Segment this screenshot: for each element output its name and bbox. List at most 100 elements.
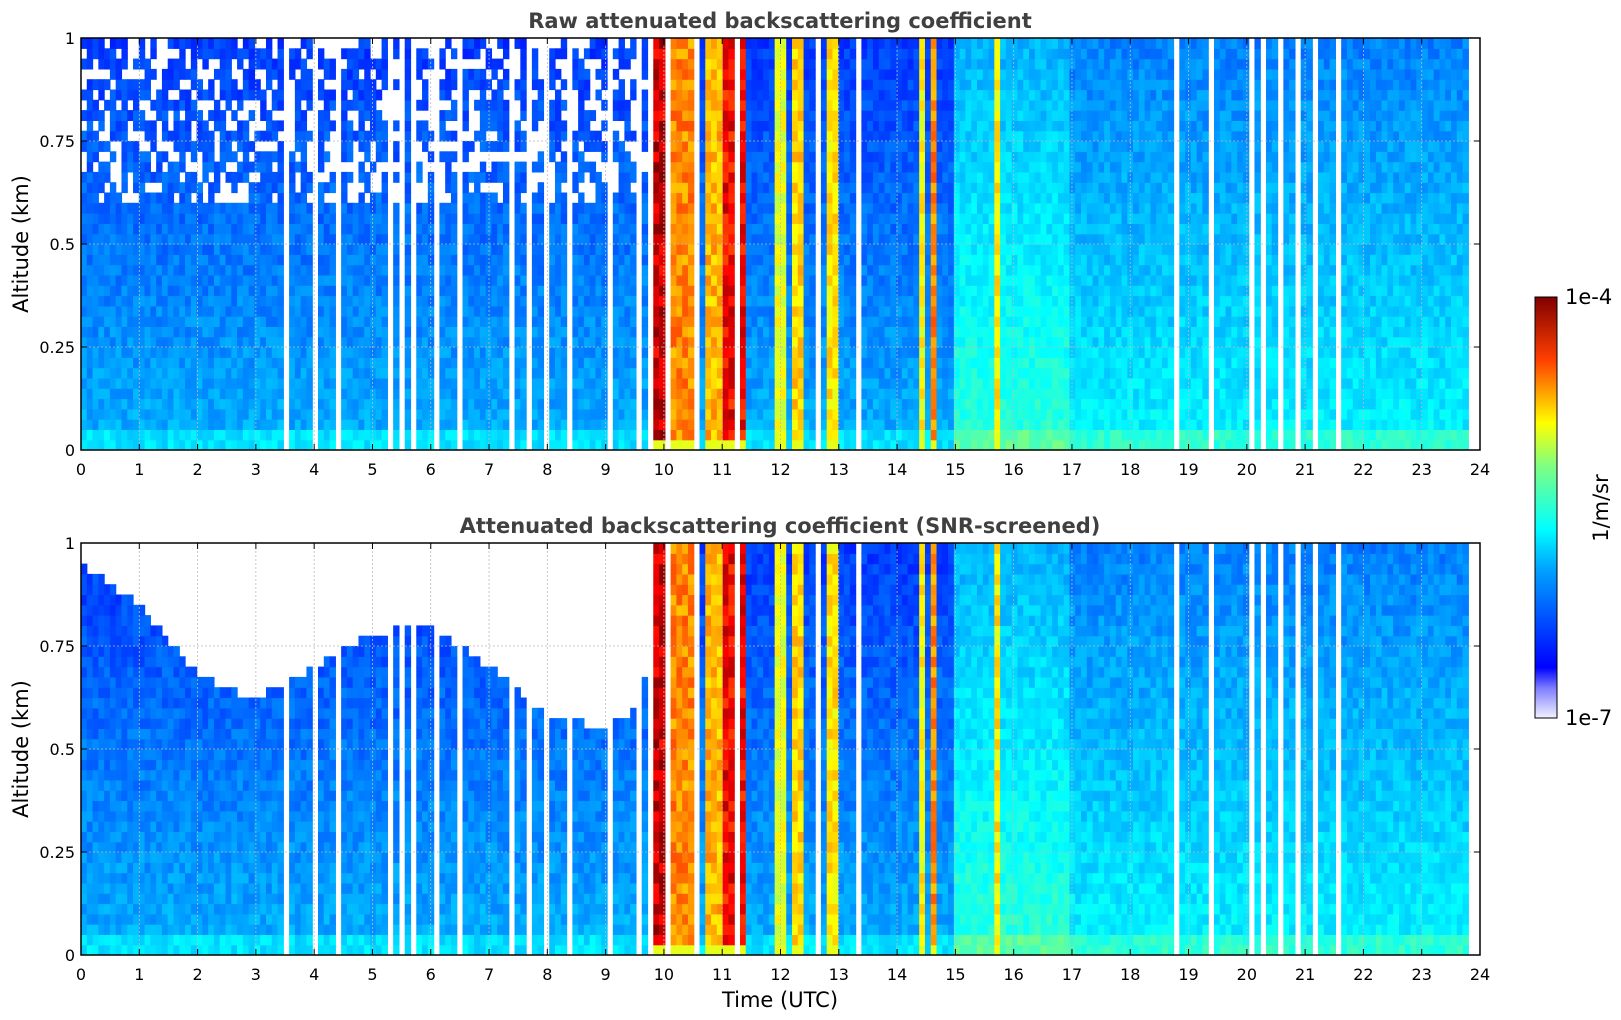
heatmap-cell bbox=[803, 244, 810, 255]
heatmap-cell bbox=[462, 274, 469, 286]
heatmap-cell bbox=[965, 223, 972, 235]
heatmap-cell bbox=[265, 213, 273, 224]
heatmap-cell bbox=[271, 305, 279, 317]
heatmap-cell bbox=[919, 213, 926, 224]
heatmap-cell bbox=[832, 419, 839, 430]
heatmap-cell bbox=[416, 213, 423, 224]
heatmap-cell bbox=[901, 388, 909, 400]
heatmap-cell bbox=[682, 244, 689, 255]
heatmap-cell bbox=[890, 357, 897, 369]
heatmap-cell bbox=[520, 171, 527, 183]
heatmap-cell bbox=[583, 357, 591, 369]
heatmap-cell bbox=[150, 171, 157, 183]
heatmap-cell bbox=[832, 68, 839, 80]
heatmap-cell bbox=[358, 429, 365, 441]
heatmap-cell bbox=[185, 130, 192, 142]
heatmap-cell bbox=[138, 223, 146, 235]
heatmap-cell bbox=[127, 254, 134, 266]
heatmap-cell bbox=[514, 347, 521, 358]
heatmap-cell bbox=[630, 367, 637, 379]
heatmap-cell bbox=[300, 58, 308, 70]
heatmap-cell bbox=[173, 161, 180, 173]
heatmap-cell bbox=[225, 398, 232, 410]
heatmap-cell bbox=[601, 336, 608, 348]
heatmap-cell bbox=[364, 99, 371, 111]
heatmap-cell bbox=[560, 38, 568, 49]
heatmap-cell bbox=[872, 367, 880, 379]
heatmap-cell bbox=[173, 377, 180, 389]
heatmap-cell bbox=[109, 151, 117, 163]
heatmap-cell bbox=[653, 439, 660, 450]
heatmap-cell bbox=[711, 182, 718, 194]
heatmap-cell bbox=[375, 254, 383, 266]
heatmap-cell bbox=[803, 110, 810, 121]
heatmap-cell bbox=[849, 285, 857, 297]
heatmap-cell bbox=[641, 202, 649, 214]
heatmap-cell bbox=[422, 120, 429, 132]
heatmap-cell bbox=[792, 68, 799, 80]
heatmap-cell bbox=[792, 439, 799, 450]
heatmap-cell bbox=[115, 419, 123, 430]
heatmap-cell bbox=[844, 305, 851, 317]
heatmap-cell bbox=[271, 264, 279, 276]
heatmap-cell bbox=[849, 202, 857, 214]
heatmap-cell bbox=[161, 429, 169, 441]
heatmap-cell bbox=[867, 398, 874, 410]
heatmap-cell bbox=[225, 377, 232, 389]
heatmap-cell bbox=[982, 419, 990, 430]
heatmap-cell bbox=[393, 79, 400, 91]
heatmap-cell bbox=[959, 295, 967, 307]
heatmap-cell bbox=[474, 192, 481, 204]
heatmap-cell bbox=[329, 326, 336, 338]
heatmap-cell bbox=[699, 99, 706, 111]
heatmap-cell bbox=[306, 316, 313, 327]
heatmap-cell bbox=[901, 120, 909, 132]
heatmap-cell bbox=[965, 295, 972, 307]
heatmap-cell bbox=[578, 295, 585, 307]
heatmap-cell bbox=[161, 223, 169, 235]
heatmap-cell bbox=[844, 48, 851, 60]
heatmap-cell bbox=[237, 48, 244, 60]
heatmap-cell bbox=[352, 408, 360, 420]
heatmap-cell bbox=[329, 233, 336, 245]
heatmap-cell bbox=[329, 120, 336, 132]
heatmap-cell bbox=[81, 213, 88, 224]
heatmap-cell bbox=[98, 326, 105, 338]
heatmap-cell bbox=[890, 439, 897, 450]
heatmap-cell bbox=[948, 398, 955, 410]
heatmap-cell bbox=[872, 439, 880, 450]
heatmap-cell bbox=[659, 408, 666, 420]
heatmap-cell bbox=[341, 213, 348, 224]
heatmap-cell bbox=[872, 377, 880, 389]
heatmap-cell bbox=[202, 120, 209, 132]
heatmap-cell bbox=[826, 48, 834, 60]
heatmap-cell bbox=[820, 398, 828, 410]
heatmap-cell bbox=[896, 79, 903, 91]
heatmap-cell bbox=[364, 388, 371, 400]
heatmap-cell bbox=[965, 254, 972, 266]
heatmap-cell bbox=[728, 244, 735, 255]
heatmap-cell bbox=[179, 305, 186, 317]
heatmap-cell bbox=[612, 377, 620, 389]
heatmap-cell bbox=[699, 336, 706, 348]
heatmap-cell bbox=[763, 408, 770, 420]
heatmap-cell bbox=[271, 388, 279, 400]
heatmap-cell bbox=[81, 254, 88, 266]
heatmap-cell bbox=[583, 388, 591, 400]
heatmap-cell bbox=[867, 202, 874, 214]
heatmap-cell bbox=[907, 213, 914, 224]
heatmap-cell bbox=[277, 213, 284, 224]
heatmap-cell bbox=[820, 357, 828, 369]
heatmap-cell bbox=[907, 388, 914, 400]
heatmap-cell bbox=[739, 68, 747, 80]
heatmap-cell bbox=[896, 141, 903, 152]
heatmap-cell bbox=[346, 285, 354, 297]
heatmap-cell bbox=[965, 357, 972, 369]
heatmap-cell bbox=[965, 398, 972, 410]
heatmap-cell bbox=[901, 326, 909, 338]
heatmap-cell bbox=[965, 79, 972, 91]
heatmap-cell bbox=[832, 274, 839, 286]
heatmap-cell bbox=[930, 429, 938, 441]
heatmap-cell bbox=[404, 192, 412, 204]
heatmap-cell bbox=[624, 429, 631, 441]
